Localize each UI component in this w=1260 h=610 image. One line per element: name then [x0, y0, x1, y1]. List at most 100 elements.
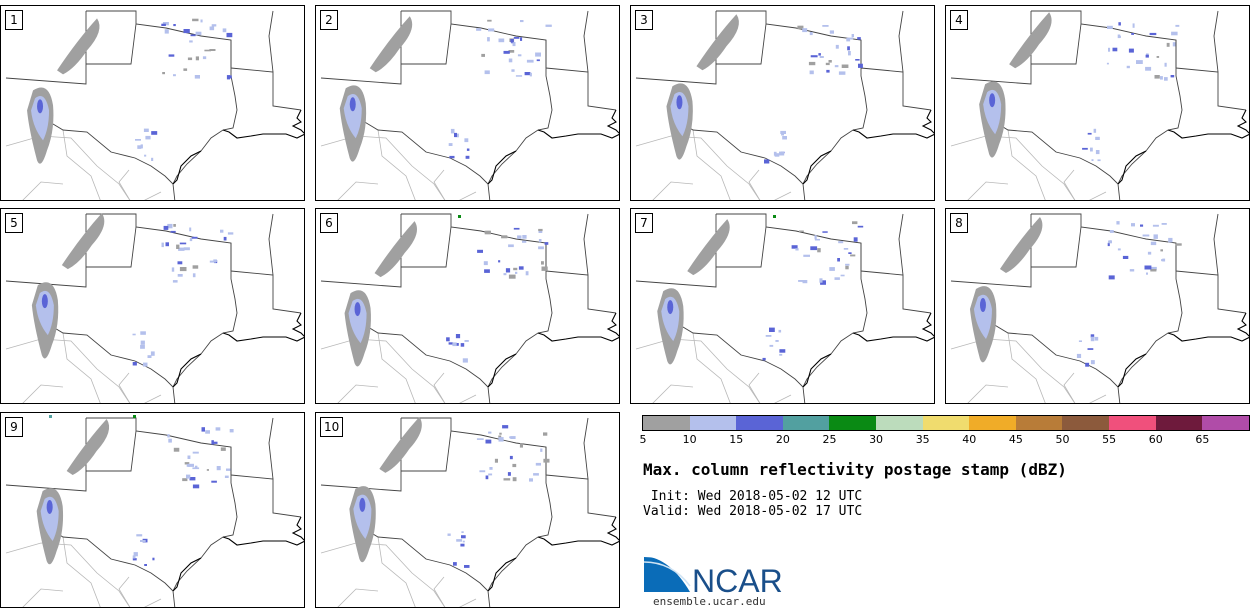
county-line: [22, 372, 162, 403]
reflectivity-cell: [507, 472, 511, 476]
reflectivity-cell: [503, 50, 510, 54]
colorbar-segment: [1109, 416, 1156, 430]
reflectivity-cell: [1107, 25, 1113, 29]
reflectivity-cell: [172, 280, 178, 283]
reflectivity-cell: [209, 260, 216, 263]
reflectivity-cell: [1149, 32, 1157, 36]
reflectivity-cell: [216, 466, 221, 471]
reflectivity-cell: [220, 447, 226, 451]
reflectivity-cell: [177, 274, 183, 277]
reflectivity-cell: [189, 238, 193, 242]
reflectivity-cell: [845, 263, 850, 266]
reflectivity-cell: [802, 28, 808, 33]
panel-member-label: 1: [5, 10, 23, 30]
county-line: [22, 576, 162, 607]
reflectivity-cell: [841, 64, 849, 68]
colorbar-tick-label: 55: [1102, 433, 1117, 446]
reflectivity-cell: [543, 458, 550, 463]
reflectivity-cell: [226, 32, 233, 38]
reflectivity-cell: [213, 441, 218, 444]
reflectivity-cell: [168, 54, 175, 57]
reflectivity-cell: [450, 128, 455, 134]
reflectivity-cell: [446, 337, 450, 342]
colorbar-segment: [1015, 416, 1063, 430]
postage-stamp-panel: 7: [630, 208, 935, 404]
reflectivity-cell: [1091, 159, 1094, 161]
reflectivity-blob: [40, 496, 59, 541]
reflectivity-cell: [762, 357, 766, 361]
reflectivity-cell: [1164, 62, 1167, 67]
reflectivity-cell: [518, 266, 524, 270]
reflectivity-core: [359, 497, 366, 512]
reflectivity-cell: [808, 61, 816, 66]
reflectivity-cell: [798, 230, 804, 232]
reflectivity-cell: [1118, 22, 1121, 26]
reflectivity-cell: [769, 344, 774, 347]
reflectivity-cell: [501, 235, 508, 239]
reflectivity-cell: [143, 362, 148, 367]
reflectivity-cell: [200, 19, 203, 23]
reflectivity-cell: [541, 266, 548, 271]
reflectivity-cell: [187, 463, 194, 467]
colorbar-segment: [1062, 416, 1110, 430]
reflectivity-cell: [529, 72, 532, 77]
reflectivity-cell: [476, 28, 482, 31]
reflectivity-cell: [834, 277, 840, 280]
colorbar-segment: [782, 416, 830, 430]
reflectivity-cell: [1106, 62, 1109, 65]
reflectivity-cell: [498, 38, 505, 43]
reflectivity-cell: [1090, 147, 1093, 152]
reflectivity-cell: [1132, 23, 1135, 28]
county-line: [5, 135, 131, 200]
reflectivity-blob: [973, 294, 992, 340]
reflectivity-cell: [1172, 42, 1176, 47]
reflectivity-cell: [171, 267, 175, 272]
reflectivity-cell: [781, 133, 784, 136]
reflectivity-cell: [135, 139, 141, 141]
reflectivity-core: [667, 300, 674, 315]
reflectivity-cell: [814, 238, 820, 241]
reflectivity-cell: [168, 438, 172, 443]
reflectivity-cell: [847, 46, 850, 51]
reflectivity-cell: [809, 70, 814, 75]
reflectivity-cell: [819, 278, 823, 283]
reflectivity-cell: [857, 225, 864, 228]
reflectivity-cell: [512, 42, 516, 47]
reflectivity-cell: [529, 478, 533, 482]
reflectivity-cell: [140, 540, 146, 542]
init-time: Init: Wed 2018-05-02 12 UTC: [643, 489, 863, 504]
county-line: [337, 169, 477, 200]
reflectivity-cell: [850, 254, 856, 257]
reflectivity-cell: [152, 557, 155, 561]
reflectivity-cell: [852, 221, 858, 225]
reflectivity-cell: [838, 241, 844, 244]
reflectivity-cell: [449, 155, 455, 159]
reflectivity-blob: [983, 89, 1002, 135]
reflectivity-cell: [192, 484, 200, 489]
reflectivity-cell: [489, 467, 493, 470]
reflectivity-cell: [140, 331, 146, 335]
postage-stamp-panel: 8: [945, 208, 1250, 404]
reflectivity-map: [5, 10, 304, 200]
coastline: [172, 516, 304, 592]
reflectivity-cell: [479, 470, 486, 473]
reflectivity-cell: [535, 462, 541, 466]
coastline: [802, 312, 934, 388]
colorbar-segment: [829, 416, 877, 430]
reflectivity-cell: [819, 56, 824, 58]
reflectivity-cell: [840, 274, 845, 277]
reflectivity-cell: [167, 223, 173, 229]
reflectivity-cell: [809, 32, 813, 36]
reflectivity-cell: [1131, 33, 1134, 35]
colorbar-tick-label: 35: [915, 433, 930, 446]
reflectivity-cell: [189, 227, 192, 232]
postage-stamp-panel: 3: [630, 5, 935, 201]
reflectivity-cell: [466, 148, 470, 151]
reflectivity-cell: [192, 273, 196, 278]
reflectivity-cell: [810, 246, 818, 251]
ncar-logo: NCAR: [643, 555, 783, 596]
reflectivity-cell: [140, 340, 145, 345]
state-border: [357, 320, 489, 388]
reflectivity-map: [5, 415, 304, 607]
state-border: [42, 524, 174, 592]
